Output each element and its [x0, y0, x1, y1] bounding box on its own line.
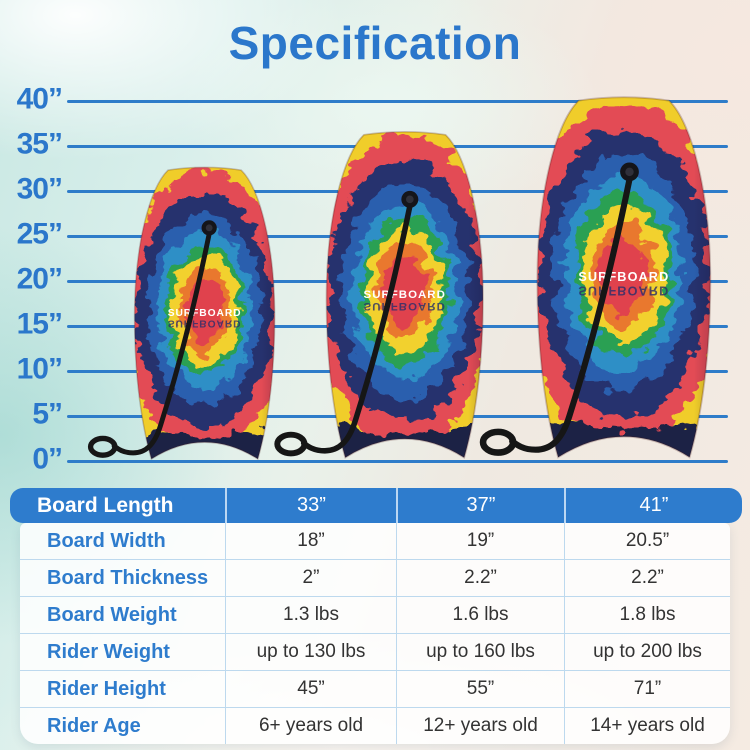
table-header-value: 37” — [396, 488, 564, 523]
board-outline — [133, 166, 276, 461]
row-value: up to 200 lbs — [564, 634, 730, 670]
board-brand-text: SURFBOARD — [168, 308, 242, 319]
board-brand-reflection: SURFBOARD — [578, 283, 669, 297]
page-title: Specification — [228, 17, 522, 69]
tie-dye-deck — [537, 97, 711, 458]
bodyboard-41-image: SURFBOARD SURFBOARD — [464, 93, 718, 461]
row-value: 14+ years old — [564, 708, 730, 744]
row-value: 55” — [396, 671, 564, 707]
ruler-line — [67, 460, 728, 463]
table-row: Rider Age 6+ years old 12+ years old 14+… — [20, 707, 730, 744]
row-value: 45” — [225, 671, 396, 707]
row-value: 71” — [564, 671, 730, 707]
row-value: 20.5” — [564, 523, 730, 559]
board-brand-reflection: SURFBOARD — [168, 318, 242, 329]
row-label: Rider Height — [47, 677, 166, 700]
leash-wrist-strap — [87, 435, 118, 458]
bodyboard-33-image: SURFBOARD SURFBOARD — [75, 164, 281, 462]
table-header-value: 33” — [225, 488, 396, 523]
table-row: Board Thickness 2” 2.2” 2.2” — [20, 559, 730, 596]
board-outline — [536, 96, 712, 459]
row-value: up to 160 lbs — [396, 634, 564, 670]
row-value: up to 130 lbs — [225, 634, 396, 670]
table-header-label: Board Length — [37, 493, 174, 517]
ruler-line — [67, 100, 728, 103]
row-value: 12+ years old — [396, 708, 564, 744]
leash-cord — [300, 203, 413, 454]
leash-wrist-strap — [274, 431, 308, 457]
row-value: 1.8 lbs — [564, 597, 730, 633]
row-label: Rider Weight — [47, 640, 170, 663]
table-header-value: 41” — [564, 488, 742, 523]
board-brand-text: SURFBOARD — [578, 270, 669, 284]
table-row: Board Weight 1.3 lbs 1.6 lbs 1.8 lbs — [20, 596, 730, 633]
leash-cord — [509, 176, 633, 453]
leash-cord — [111, 231, 212, 456]
row-value: 1.3 lbs — [225, 597, 396, 633]
row-label: Rider Age — [47, 714, 141, 737]
row-value: 1.6 lbs — [396, 597, 564, 633]
leash-wrist-strap — [479, 428, 517, 456]
specification-table: Board Width 18” 19” 20.5” Board Thicknes… — [20, 523, 730, 744]
bodyboard-37-image: SURFBOARD SURFBOARD — [260, 128, 490, 461]
board-brand-reflection: SURFBOARD — [364, 300, 446, 312]
row-value: 6+ years old — [225, 708, 396, 744]
table-row: Rider Weight up to 130 lbs up to 160 lbs… — [20, 633, 730, 670]
table-row: Rider Height 45” 55” 71” — [20, 670, 730, 707]
row-label: Board Width — [47, 529, 166, 552]
row-label: Board Thickness — [47, 566, 209, 589]
row-value: 2.2” — [396, 560, 564, 596]
board-brand-text: SURFBOARD — [364, 289, 446, 301]
table-header-row: Board Length 33” 37” 41” — [10, 488, 742, 523]
table-row: Board Width 18” 19” 20.5” — [20, 523, 730, 559]
row-value: 19” — [396, 523, 564, 559]
row-label: Board Weight — [47, 603, 177, 626]
tie-dye-deck — [326, 131, 483, 458]
board-outline — [325, 130, 484, 459]
row-value: 2.2” — [564, 560, 730, 596]
row-value: 2” — [225, 560, 396, 596]
row-value: 18” — [225, 523, 396, 559]
